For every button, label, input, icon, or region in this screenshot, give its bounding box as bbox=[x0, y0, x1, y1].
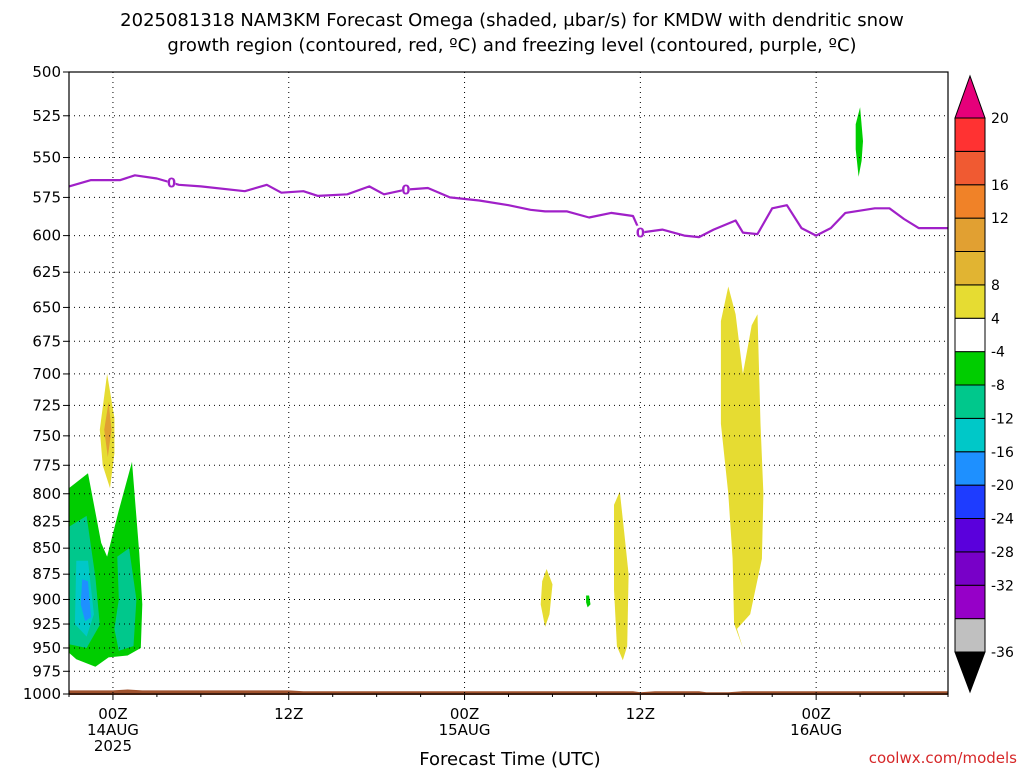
freezing-level-label: 0 bbox=[167, 177, 176, 192]
omega-shading bbox=[69, 107, 863, 667]
colorbar-label: 12 bbox=[991, 211, 1009, 227]
y-tick-label: 575 bbox=[32, 188, 61, 206]
y-tick-label: 900 bbox=[32, 590, 61, 608]
freezing-level-label-bg bbox=[167, 175, 176, 190]
credit-label[interactable]: coolwx.com/models bbox=[869, 749, 1017, 767]
colorbar-swatch bbox=[954, 551, 986, 586]
colorbar-bottom-arrow bbox=[954, 651, 986, 694]
x-tick-label: 15AUG bbox=[439, 721, 491, 739]
y-tick-label: 825 bbox=[32, 512, 61, 530]
freezing-level-label-bg bbox=[636, 225, 645, 240]
colorbar-swatch bbox=[954, 351, 986, 386]
y-tick-label: 1000 bbox=[23, 685, 61, 703]
x-tick-label: 16AUG bbox=[790, 721, 842, 739]
omega-region-yellow-2 bbox=[614, 491, 629, 661]
chart-title-line1: 2025081318 NAM3KM Forecast Omega (shaded… bbox=[120, 10, 904, 31]
omega-region-green-top bbox=[855, 107, 863, 177]
y-tick-label: 750 bbox=[32, 427, 61, 445]
freezing-level-contour: 0 0 0 bbox=[68, 174, 948, 242]
y-tick-label: 775 bbox=[32, 456, 61, 474]
x-tick-label: 2025 bbox=[94, 737, 132, 755]
freezing-level-line bbox=[68, 174, 948, 239]
plot-area bbox=[69, 72, 948, 694]
x-tick-label: 12Z bbox=[626, 705, 655, 723]
y-tick-label: 675 bbox=[32, 332, 61, 350]
x-tick-label: 14AUG bbox=[87, 721, 139, 739]
colorbar-label: -12 bbox=[991, 411, 1014, 427]
x-axis-label: Forecast Time (UTC) bbox=[419, 749, 600, 768]
colorbar-swatch bbox=[954, 117, 986, 152]
y-tick-label: 800 bbox=[32, 485, 61, 503]
colorbar-swatch bbox=[954, 251, 986, 286]
colorbar-swatch bbox=[954, 184, 986, 219]
freezing-level-label: 0 bbox=[401, 184, 410, 199]
freezing-level-label-bg bbox=[401, 182, 410, 197]
y-tick-label: 650 bbox=[32, 298, 61, 316]
y-tick-label: 625 bbox=[32, 263, 61, 281]
axes bbox=[63, 71, 949, 700]
colorbar-swatch bbox=[954, 217, 986, 252]
colorbar-label: 20 bbox=[991, 111, 1009, 127]
plot-background bbox=[69, 72, 948, 694]
colorbar-swatch bbox=[954, 317, 986, 353]
colorbar-label: 4 bbox=[991, 311, 1000, 327]
y-axis-ticks: 500 525 550 575 600 625 650 675 700 725 750 775 800 8… bbox=[23, 63, 61, 703]
colorbar-swatch bbox=[954, 417, 986, 453]
y-tick-label: 500 bbox=[32, 63, 61, 81]
colorbar-swatch bbox=[954, 484, 986, 519]
colorbar-label: -24 bbox=[991, 512, 1014, 528]
y-tick-label: 725 bbox=[32, 396, 61, 414]
omega-region-green-small bbox=[586, 595, 591, 608]
y-tick-label: 850 bbox=[32, 539, 61, 557]
grid-lines bbox=[69, 72, 948, 694]
y-tick-label: 950 bbox=[32, 639, 61, 657]
colorbar-label: -8 bbox=[991, 378, 1005, 394]
colorbar-label: 16 bbox=[991, 178, 1009, 194]
x-tick-label: 00Z bbox=[801, 705, 830, 723]
colorbar-swatch bbox=[954, 584, 986, 620]
colorbar-top-arrow bbox=[954, 74, 986, 119]
y-tick-label: 875 bbox=[32, 565, 61, 583]
omega-region-yellow-big bbox=[720, 286, 764, 648]
x-tick-label: 00Z bbox=[450, 705, 479, 723]
colorbar-label: -16 bbox=[991, 445, 1014, 461]
y-tick-label: 975 bbox=[32, 662, 61, 680]
omega-region-blue-left bbox=[80, 579, 91, 622]
colorbar-label: -4 bbox=[991, 345, 1005, 361]
omega-region-yellow-1 bbox=[540, 569, 553, 627]
colorbar-label: -32 bbox=[991, 578, 1014, 594]
colorbar-swatch bbox=[954, 451, 986, 486]
colorbar-swatch bbox=[954, 518, 986, 553]
colorbar-label: 8 bbox=[991, 278, 1000, 294]
omega-region-orange-left bbox=[104, 401, 112, 458]
x-tick-label: 00Z bbox=[98, 705, 127, 723]
freezing-level-label: 0 bbox=[636, 227, 645, 242]
y-tick-label: 700 bbox=[32, 365, 61, 383]
colorbar-swatch bbox=[954, 284, 986, 319]
colorbar-label: -36 bbox=[991, 645, 1014, 661]
x-tick-label: 12Z bbox=[274, 705, 303, 723]
colorbar: -36 -32 -28 -24 -20 -16 -12 -8 -4 4 8 12 16 20 bbox=[954, 74, 1014, 694]
colorbar-label: -20 bbox=[991, 478, 1014, 494]
colorbar-swatch bbox=[954, 384, 986, 419]
y-tick-label: 525 bbox=[32, 107, 61, 125]
colorbar-label: -28 bbox=[991, 545, 1014, 561]
colorbar-swatch bbox=[954, 618, 986, 653]
y-tick-label: 600 bbox=[32, 227, 61, 245]
colorbar-swatch bbox=[954, 150, 986, 186]
y-tick-label: 925 bbox=[32, 615, 61, 633]
chart-title-line2: growth region (contoured, red, ºC) and f… bbox=[167, 35, 856, 56]
y-tick-label: 550 bbox=[32, 149, 61, 167]
